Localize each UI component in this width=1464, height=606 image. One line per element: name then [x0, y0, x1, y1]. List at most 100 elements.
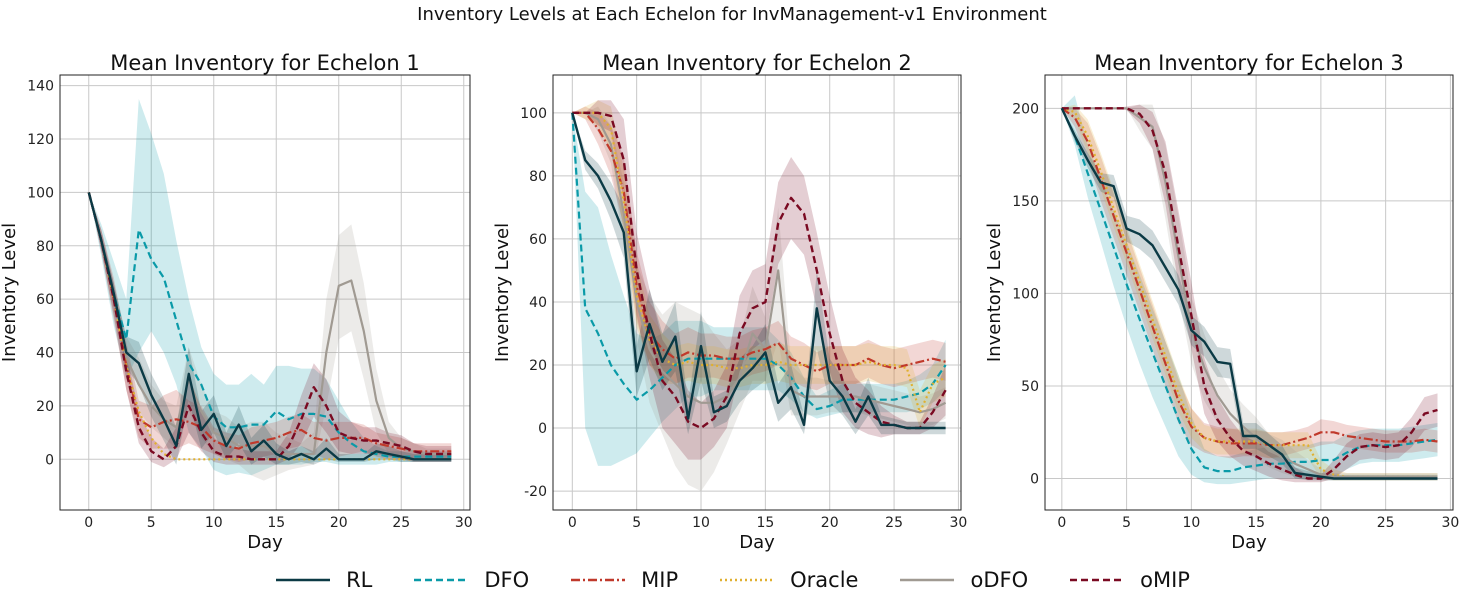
y-tick-label: 80	[529, 169, 547, 185]
series-line-oracle	[1061, 107, 1438, 478]
band-oracle	[572, 100, 946, 428]
x-tick-label: 30	[455, 515, 473, 531]
band-dfo	[572, 112, 946, 466]
x-tick-label: 0	[84, 515, 93, 531]
y-axis-label: Inventory Level	[0, 223, 20, 362]
y-tick-label: 60	[529, 232, 547, 248]
legend-item-omip: oMIP	[1068, 568, 1190, 592]
x-tick-label: 25	[885, 515, 903, 531]
series-line-omip	[572, 111, 947, 430]
x-tick-label: 25	[1377, 515, 1395, 531]
x-tick-label: 15	[756, 515, 774, 531]
series-line-omip	[1061, 107, 1438, 480]
legend-label-oracle: Oracle	[790, 568, 859, 592]
legend-swatch-dfo	[414, 578, 469, 582]
y-tick-label: 50	[1021, 379, 1039, 395]
x-tick-label: 10	[1182, 515, 1200, 531]
x-tick-label: 20	[330, 515, 348, 531]
y-tick-label: 100	[520, 106, 547, 122]
subplot-title: Mean Inventory for Echelon 2	[602, 51, 912, 75]
series-line-mip	[572, 111, 946, 373]
axes-frame	[1044, 74, 1454, 511]
plot-area	[571, 100, 947, 492]
x-tick-label: 5	[1122, 515, 1131, 531]
band-odfo	[88, 192, 452, 481]
series-line-dfo	[571, 112, 947, 411]
y-tick-label: 0	[45, 452, 54, 468]
x-tick-label: 15	[1247, 515, 1265, 531]
band-oracle	[1061, 104, 1438, 481]
legend-item-mip: MIP	[569, 568, 678, 592]
x-tick-label: 30	[950, 515, 968, 531]
y-tick-label: 100	[1012, 286, 1039, 302]
x-tick-label: 10	[205, 515, 223, 531]
x-tick-label: 10	[692, 515, 710, 531]
series-line-mip	[87, 192, 452, 453]
subplot-title: Mean Inventory for Echelon 3	[1094, 51, 1404, 75]
legend: RL DFO MIP Oracle oDFO oMIP	[0, 560, 1464, 600]
x-axis-label: Day	[739, 532, 775, 553]
subplot-echelon-3: 0 5 10 15 20 25 30 0 50 100 150 200 Mean Inventory f…	[984, 51, 1459, 553]
legend-label-odfo: oDFO	[970, 568, 1029, 592]
y-tick-label: 60	[36, 292, 54, 308]
legend-label-omip: oMIP	[1140, 568, 1190, 592]
series-line-omip	[87, 192, 452, 461]
y-tick-label: 0	[538, 421, 547, 437]
plot-area	[87, 99, 452, 481]
axes-frame	[552, 74, 962, 511]
y-tick-label: 150	[1012, 194, 1039, 210]
x-tick-label: 0	[568, 515, 577, 531]
x-tick-label: 5	[632, 515, 641, 531]
legend-swatch-oracle	[720, 578, 775, 582]
x-tick-label: 0	[1057, 515, 1066, 531]
series-line-rl	[1060, 107, 1438, 480]
legend-item-rl: RL	[274, 568, 372, 592]
band-dfo	[1061, 95, 1438, 485]
series-line-odfo	[87, 192, 452, 456]
plot-area	[1060, 95, 1438, 485]
series-line-rl	[87, 192, 452, 461]
axes-frame	[59, 74, 471, 511]
legend-swatch-rl	[276, 578, 331, 582]
y-tick-label: 200	[1012, 101, 1039, 117]
x-axis-label: Day	[1231, 532, 1267, 553]
series-line-rl	[571, 112, 946, 430]
y-tick-label: 40	[36, 346, 54, 362]
x-tick-label: 5	[147, 515, 156, 531]
legend-item-dfo: DFO	[412, 568, 529, 592]
y-tick-label: 20	[36, 399, 54, 415]
y-tick-label: 80	[36, 239, 54, 255]
legend-label-rl: RL	[346, 568, 373, 592]
x-tick-label: 25	[392, 515, 410, 531]
y-tick-label: -20	[524, 484, 547, 500]
y-axis-label: Inventory Level	[984, 223, 1005, 362]
series-line-mip	[1061, 107, 1438, 447]
subplot-title: Mean Inventory for Echelon 1	[110, 51, 420, 75]
x-tick-label: 15	[267, 515, 285, 531]
legend-label-mip: MIP	[641, 568, 679, 592]
legend-swatch-mip	[571, 578, 626, 582]
legend-swatch-odfo	[900, 578, 955, 582]
series-line-odfo	[1061, 107, 1438, 478]
band-omip	[572, 100, 946, 460]
subplot-echelon-2: 0 5 10 15 20 25 30 -20 0 20 40 60 80 100 Mean Inventor…	[492, 51, 967, 553]
x-tick-label: 30	[1441, 515, 1459, 531]
band-mip	[88, 192, 452, 462]
y-tick-label: 20	[529, 358, 547, 374]
legend-swatch-omip	[1070, 578, 1125, 582]
x-tick-label: 20	[821, 515, 839, 531]
legend-item-oracle: Oracle	[718, 568, 858, 592]
x-tick-label: 20	[1312, 515, 1330, 531]
y-tick-label: 120	[27, 132, 54, 148]
figure-title: Inventory Levels at Each Echelon for Inv…	[417, 4, 1047, 25]
band-mip	[572, 106, 946, 391]
subplot-echelon-1: 0 5 10 15 20 25 30 0 20 40 60 80 100 120 140 Mean Inven…	[0, 51, 473, 553]
y-tick-label: 140	[27, 79, 54, 95]
legend-label-dfo: DFO	[484, 568, 530, 592]
y-axis-label: Inventory Level	[492, 223, 513, 362]
y-tick-label: 100	[27, 185, 54, 201]
legend-item-odfo: oDFO	[898, 568, 1028, 592]
y-tick-label: 40	[529, 295, 547, 311]
band-dfo	[88, 99, 452, 476]
